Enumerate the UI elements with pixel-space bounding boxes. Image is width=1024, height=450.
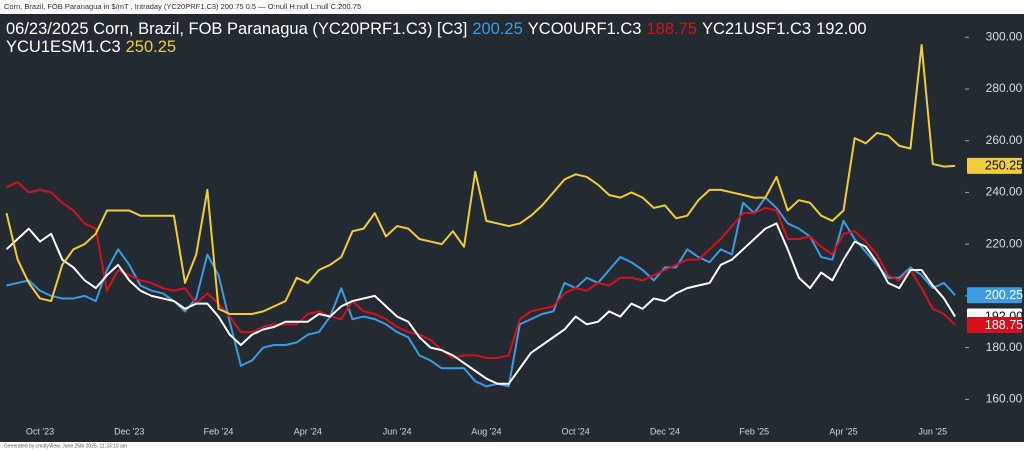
- series-line: [5, 222, 956, 385]
- legend-value: 250.25: [126, 38, 176, 56]
- last-value-label: 188.75: [985, 318, 1023, 332]
- legend-line: 06/23/2025 Corn, Brazil, FOB Paranagua (…: [6, 20, 867, 38]
- legend-value: 188.75: [646, 20, 696, 38]
- x-tick-label: Apr '25: [829, 426, 857, 436]
- legend-value: 192.00: [816, 20, 866, 38]
- x-tick-label: Jun '24: [383, 426, 412, 436]
- y-tick-label: 220.00: [986, 236, 1023, 250]
- series-line: [6, 181, 956, 359]
- last-value-badge: [967, 157, 1022, 174]
- legend-name: YCO0URF1.C3: [528, 20, 642, 38]
- chart-title: 06/23/2025 Corn, Brazil, FOB Paranagua (…: [6, 20, 467, 38]
- last-value-label: 200.25: [985, 288, 1023, 302]
- x-tick-label: Aug '24: [471, 426, 501, 436]
- legend-value: 200.25: [472, 20, 522, 38]
- y-tick-label: 160.00: [986, 391, 1023, 405]
- x-tick-label: Dec '24: [650, 426, 680, 436]
- x-tick-label: Oct '24: [562, 426, 590, 436]
- x-tick-label: Dec '23: [114, 426, 144, 436]
- y-tick-label: 300.00: [986, 29, 1023, 43]
- y-tick-label: 240.00: [986, 185, 1023, 199]
- x-tick-label: Jun '25: [918, 426, 947, 436]
- last-value-badge: [967, 287, 1022, 304]
- footer-text: Generated by cmdtyView, June 25th 2025, …: [4, 443, 127, 449]
- x-tick-label: Apr '24: [294, 426, 322, 436]
- x-tick-label: Feb '25: [739, 426, 769, 436]
- series-line: [6, 196, 956, 388]
- last-value-label: 250.25: [985, 159, 1023, 173]
- legend-name: YCU1ESM1.C3: [6, 38, 121, 56]
- series-line: [5, 44, 956, 315]
- legend-line: YCU1ESM1.C3 250.25: [6, 38, 176, 56]
- x-tick-label: Feb '24: [204, 426, 234, 436]
- y-tick-label: 180.00: [986, 340, 1023, 354]
- x-tick-label: Oct '23: [26, 426, 54, 436]
- y-tick-label: 280.00: [986, 81, 1023, 95]
- legend-name: YC21USF1.C3: [702, 20, 811, 38]
- header-text: Corn, Brazil, FOB Paranagua in $/mT , In…: [4, 2, 361, 11]
- y-tick-label: 260.00: [986, 133, 1023, 147]
- last-value-badge: [967, 316, 1022, 333]
